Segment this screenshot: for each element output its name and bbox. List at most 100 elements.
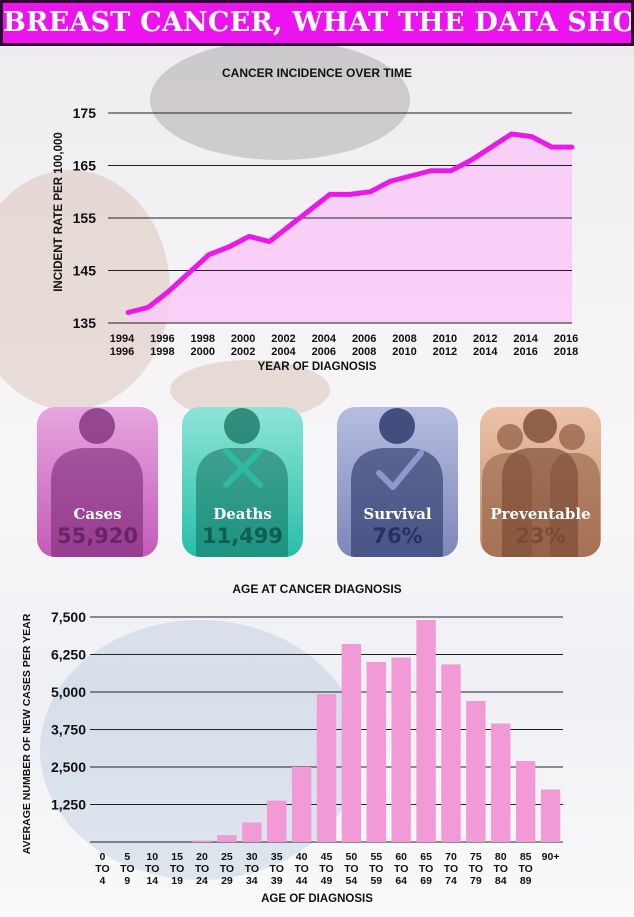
x-tick-label: 2008 — [392, 333, 416, 345]
x-tick-label: TO — [444, 863, 458, 875]
x-tick-label: TO — [220, 863, 234, 875]
stat-label-survival: Survival — [363, 505, 432, 523]
person-cross-icon — [196, 408, 288, 557]
x-tick-label: 25 — [221, 851, 233, 863]
age-bar — [540, 789, 561, 842]
x-tick-label: TO — [145, 863, 159, 875]
x-tick-label: 64 — [395, 875, 407, 887]
age-bar — [366, 662, 386, 842]
age-bar — [192, 840, 212, 842]
x-tick-label: 1994 — [110, 333, 135, 345]
x-tick-label: 49 — [321, 875, 333, 887]
line-chart-x-axis-title: YEAR OF DIAGNOSIS — [257, 361, 377, 373]
x-tick-label: 35 — [271, 851, 283, 863]
x-tick-label: 74 — [445, 875, 457, 887]
x-tick-label: 1998 — [190, 333, 214, 345]
incidence-area-fill — [128, 134, 572, 323]
bar-chart-title: AGE AT CANCER DIAGNOSIS — [232, 582, 402, 596]
x-tick-label: 24 — [196, 875, 208, 887]
age-bar — [515, 761, 536, 842]
y-tick-label: 1,250 — [51, 797, 86, 813]
y-tick-label: 6,250 — [51, 647, 86, 663]
x-tick-label: TO — [419, 863, 433, 875]
bar-chart-x-axis-title: AGE OF DIAGNOSIS — [261, 893, 373, 905]
x-tick-label: TO — [270, 863, 284, 875]
age-bar — [267, 800, 287, 842]
x-tick-label: 2018 — [554, 346, 578, 358]
x-tick-label: TO — [294, 863, 308, 875]
y-tick-label: 145 — [73, 263, 97, 279]
x-tick-label: TO — [120, 863, 134, 875]
x-tick-label: TO — [344, 863, 358, 875]
x-tick-label: TO — [518, 863, 532, 875]
x-tick-label: 2002 — [231, 346, 255, 358]
x-tick-label: 70 — [445, 851, 457, 863]
x-tick-label: 2010 — [433, 333, 457, 345]
x-tick-label: 2004 — [312, 333, 337, 345]
person-silhouette-icon — [51, 408, 143, 557]
y-tick-label: 3,750 — [51, 722, 86, 738]
group-silhouette-icon — [482, 409, 600, 557]
stat-card-cases: Cases 55,920 — [37, 407, 158, 557]
x-tick-label: 2000 — [231, 333, 255, 345]
x-tick-label: 0 — [100, 851, 106, 863]
x-tick-label: TO — [469, 863, 483, 875]
stat-card-survival: Survival 76% — [337, 407, 458, 557]
x-tick-label: 55 — [370, 851, 382, 863]
stat-card-preventable: Preventable 23% — [480, 407, 601, 557]
x-tick-label: 40 — [296, 851, 308, 863]
x-tick-label: 1998 — [150, 346, 174, 358]
x-tick-label: 30 — [246, 851, 258, 863]
x-tick-label: 45 — [321, 851, 333, 863]
x-tick-label: 2014 — [513, 333, 538, 345]
x-tick-label: 2014 — [473, 346, 498, 358]
x-tick-label: 19 — [171, 875, 183, 887]
x-tick-label: 79 — [470, 875, 482, 887]
background-arm-shape — [0, 170, 170, 410]
stat-value-deaths: 11,499 — [201, 524, 284, 548]
stat-value-preventable: 23% — [515, 524, 566, 548]
x-tick-label: 2010 — [392, 346, 416, 358]
age-bar — [341, 644, 362, 842]
x-tick-label: 2004 — [271, 346, 296, 358]
x-tick-label: 60 — [395, 851, 407, 863]
x-tick-label: 44 — [296, 875, 308, 887]
x-tick-label: 10 — [146, 851, 158, 863]
age-bar — [291, 767, 312, 842]
x-tick-label: 89 — [520, 875, 532, 887]
x-tick-label: TO — [195, 863, 209, 875]
x-tick-label: 85 — [520, 851, 532, 863]
x-tick-label: 39 — [271, 875, 283, 887]
x-tick-label: 5 — [124, 851, 130, 863]
x-tick-label: TO — [95, 863, 109, 875]
x-tick-label: 75 — [470, 851, 482, 863]
incidence-line-chart: 1351451551651751994199619961998199820002… — [73, 105, 579, 358]
x-tick-label: 2006 — [312, 346, 336, 358]
line-chart-title: CANCER INCIDENCE OVER TIME — [221, 66, 412, 80]
x-tick-label: 2016 — [554, 333, 578, 345]
x-tick-label: 14 — [146, 875, 158, 887]
x-tick-label: 2000 — [190, 346, 214, 358]
y-tick-label: 165 — [73, 158, 97, 174]
y-tick-label: 5,000 — [51, 684, 86, 700]
y-tick-label: 2,500 — [51, 759, 86, 775]
x-tick-label: 2016 — [513, 346, 537, 358]
x-tick-label: 65 — [420, 851, 432, 863]
x-tick-label: 15 — [171, 851, 183, 863]
age-bar — [416, 620, 436, 842]
x-tick-label: TO — [245, 863, 259, 875]
background-figure-shape — [150, 40, 410, 160]
x-tick-label: 59 — [370, 875, 382, 887]
x-tick-label: TO — [394, 863, 408, 875]
y-tick-label: 7,500 — [51, 609, 86, 625]
age-bar — [316, 694, 337, 842]
x-tick-label: TO — [319, 863, 333, 875]
age-bar — [466, 701, 486, 842]
x-tick-label: 29 — [221, 875, 233, 887]
stat-label-preventable: Preventable — [490, 505, 591, 523]
x-tick-label: 4 — [100, 875, 106, 887]
stat-label-deaths: Deaths — [213, 505, 272, 523]
x-tick-label: 1996 — [110, 346, 134, 358]
age-bar — [242, 822, 262, 842]
